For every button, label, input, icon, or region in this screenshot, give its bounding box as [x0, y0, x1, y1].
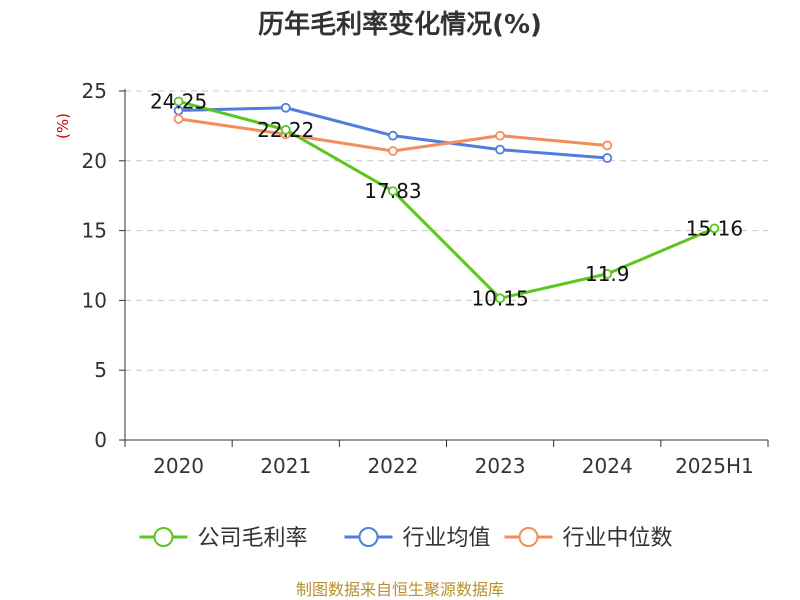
x-tick-label: 2021	[260, 454, 311, 478]
gridlines	[125, 90, 768, 371]
x-tick-label: 2023	[475, 454, 526, 478]
data-point	[280, 124, 291, 135]
legend-item-2[interactable]: 行业均值	[344, 526, 491, 551]
y-tick-label: 15	[82, 219, 107, 243]
data-point	[173, 114, 184, 124]
legend-label: 行业均值	[403, 526, 491, 551]
data-label: 15.16	[686, 216, 743, 240]
data-point	[388, 130, 398, 141]
series-layer	[173, 96, 720, 304]
data-labels: 24.25 22.22 17.83 10.15 11.9 15.16	[150, 89, 743, 310]
x-tick-label: 2022	[367, 454, 418, 478]
y-tick-label: 25	[82, 79, 107, 103]
source-footer: 制图数据来自恒生聚源数据库	[296, 580, 504, 599]
data-point	[173, 96, 184, 107]
series-line-1	[178, 100, 716, 300]
legend-marker-icon	[518, 527, 539, 547]
x-tick-label: 2025H1	[675, 454, 754, 478]
data-point	[602, 153, 613, 163]
data-point	[280, 102, 291, 113]
legend-marker-icon	[358, 527, 379, 547]
y-tick-label: 10	[82, 288, 107, 312]
legend-item-3[interactable]: 行业中位数	[504, 526, 673, 551]
axes: 0 5 10 15 20 25 2020 2021 2022 2023 2024 2025H1	[82, 79, 769, 478]
data-point	[709, 223, 720, 234]
legend-label: 行业中位数	[563, 526, 673, 551]
data-label: 17.83	[364, 179, 421, 203]
data-point	[388, 186, 398, 196]
legend-item-1[interactable]: 公司毛利率	[139, 526, 308, 551]
data-point	[602, 268, 613, 279]
legend-label: 公司毛利率	[198, 526, 308, 551]
legend[interactable]: 公司毛利率 行业均值 行业中位数	[139, 526, 673, 551]
data-label: 24.25	[150, 89, 207, 113]
data-point	[602, 140, 613, 151]
data-point	[495, 293, 505, 304]
data-point	[495, 144, 505, 155]
data-label: 10.15	[471, 286, 528, 310]
data-label: 11.9	[585, 262, 630, 286]
y-tick-label: 5	[94, 358, 107, 382]
y-tick-label: 20	[82, 149, 107, 173]
x-tick-label: 2020	[153, 454, 204, 478]
x-tick-label: 2024	[582, 454, 633, 478]
data-point	[388, 146, 398, 156]
data-point	[495, 130, 505, 141]
y-axis-label: (%)	[54, 113, 72, 139]
data-label: 22.22	[257, 118, 314, 142]
chart-title: 历年毛利率变化情况(%)	[258, 9, 542, 40]
legend-marker-icon	[153, 527, 174, 547]
y-tick-label: 0	[94, 428, 107, 452]
